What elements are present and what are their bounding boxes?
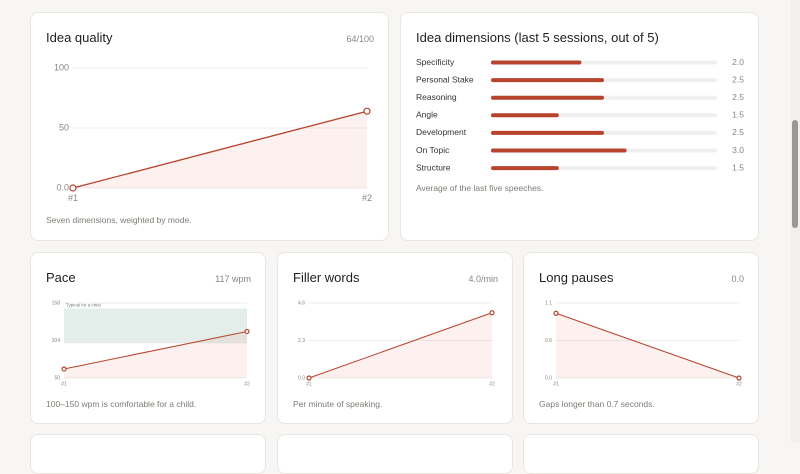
card: Idea quality 64/100 Seven dimensions, we… (30, 12, 389, 241)
value-label: 2.5 (732, 74, 744, 84)
card: Filler words 4.0/min Per minute of speak… (277, 252, 513, 424)
scrollbar[interactable] (791, 0, 800, 443)
row-label: On Topic (416, 145, 450, 155)
point (306, 375, 312, 381)
line (308, 312, 493, 379)
card-title: Long pauses (539, 270, 614, 285)
plot: 0.0 0.6 1.1 #1 #2 (545, 300, 742, 387)
x-tick-label: #2 (244, 381, 250, 387)
plot: Typical for a child 50 104 158 #1 #2 (52, 300, 250, 387)
caption: 100–150 wpm is comfortable for a child. (46, 399, 197, 409)
card-title: Pace (46, 270, 76, 285)
x-tick-label: #2 (736, 381, 742, 387)
area (64, 331, 247, 378)
caption: Per minute of speaking. (293, 399, 383, 409)
x-tick-label: #1 (306, 381, 312, 387)
caption: Average of the last five speeches. (416, 183, 544, 193)
badge: 4.0/min (468, 274, 498, 284)
value-label: 2.0 (732, 57, 744, 67)
value-label: 3.0 (732, 145, 744, 155)
x-tick-label: #2 (489, 381, 495, 387)
point (736, 375, 742, 381)
badge: 117 wpm (215, 274, 251, 284)
point (363, 107, 371, 115)
card (277, 434, 513, 474)
row-label: Structure (416, 162, 451, 172)
card (30, 434, 266, 474)
bar (491, 78, 604, 83)
bar (491, 130, 604, 135)
x-tick-label: #1 (61, 381, 67, 387)
bar (491, 148, 627, 153)
card: Pace 117 wpm 100–150 wpm is comfortable … (30, 252, 266, 424)
card: Long pauses 0.0 Gaps longer than 0.7 sec… (523, 252, 759, 424)
caption: Seven dimensions, weighted by mode. (46, 215, 192, 225)
bar (491, 166, 559, 171)
y-tick-label: 104 (52, 338, 61, 344)
bar (491, 60, 582, 65)
y-tick-label: 158 (52, 300, 61, 306)
line (63, 330, 248, 370)
point (553, 310, 559, 316)
row-label: Angle (416, 110, 438, 120)
y-tick-label: 100 (54, 62, 69, 72)
y-tick-label: 50 (54, 375, 60, 381)
card-title: Idea dimensions (last 5 sessions, out of… (416, 30, 659, 45)
plot: 0.0 2.3 4.6 #1 #2 (298, 300, 495, 387)
y-tick-label: 0.6 (545, 338, 552, 344)
band-label: Typical for a child (66, 303, 101, 308)
badge: 64/100 (346, 34, 374, 44)
line (555, 312, 740, 379)
y-tick-label: 0.0 (298, 375, 305, 381)
row-label: Specificity (416, 57, 455, 67)
point (489, 310, 495, 316)
y-tick-label: 4.6 (298, 300, 305, 306)
scrollbar-thumb[interactable] (792, 120, 798, 228)
plot: 0.0 50 100 #1 #2 (54, 62, 372, 203)
plot: Specificity 2.0 Personal Stake 2.5 Reasoning… (416, 57, 744, 173)
x-tick-label: #2 (362, 193, 372, 203)
row-label: Personal Stake (416, 74, 474, 84)
x-tick-label: #1 (553, 381, 559, 387)
point (244, 328, 250, 335)
badge: 0.0 (731, 274, 744, 284)
card (523, 434, 759, 474)
point (69, 184, 77, 192)
row-label: Development (416, 127, 467, 137)
card: Idea dimensions (last 5 sessions, out of… (400, 12, 759, 241)
caption: Gaps longer than 0.7 seconds. (539, 399, 655, 409)
value-label: 2.5 (732, 92, 744, 102)
x-tick-label: #1 (68, 193, 78, 203)
value-label: 2.5 (732, 127, 744, 137)
y-tick-label: 50 (59, 122, 69, 132)
page: Idea quality 64/100 Seven dimensions, we… (30, 0, 800, 474)
bar (491, 95, 604, 100)
row-label: Reasoning (416, 92, 457, 102)
value-label: 1.5 (732, 162, 744, 172)
value-label: 1.5 (732, 110, 744, 120)
card-title: Idea quality (46, 30, 113, 45)
line (72, 110, 368, 189)
area (309, 312, 492, 378)
y-tick-label: 0.0 (56, 182, 69, 192)
card-title: Filler words (293, 270, 360, 285)
point (61, 366, 67, 372)
y-tick-label: 0.0 (545, 375, 552, 381)
bar (491, 113, 559, 118)
y-tick-label: 2.3 (298, 338, 305, 344)
y-tick-label: 1.1 (545, 300, 552, 306)
